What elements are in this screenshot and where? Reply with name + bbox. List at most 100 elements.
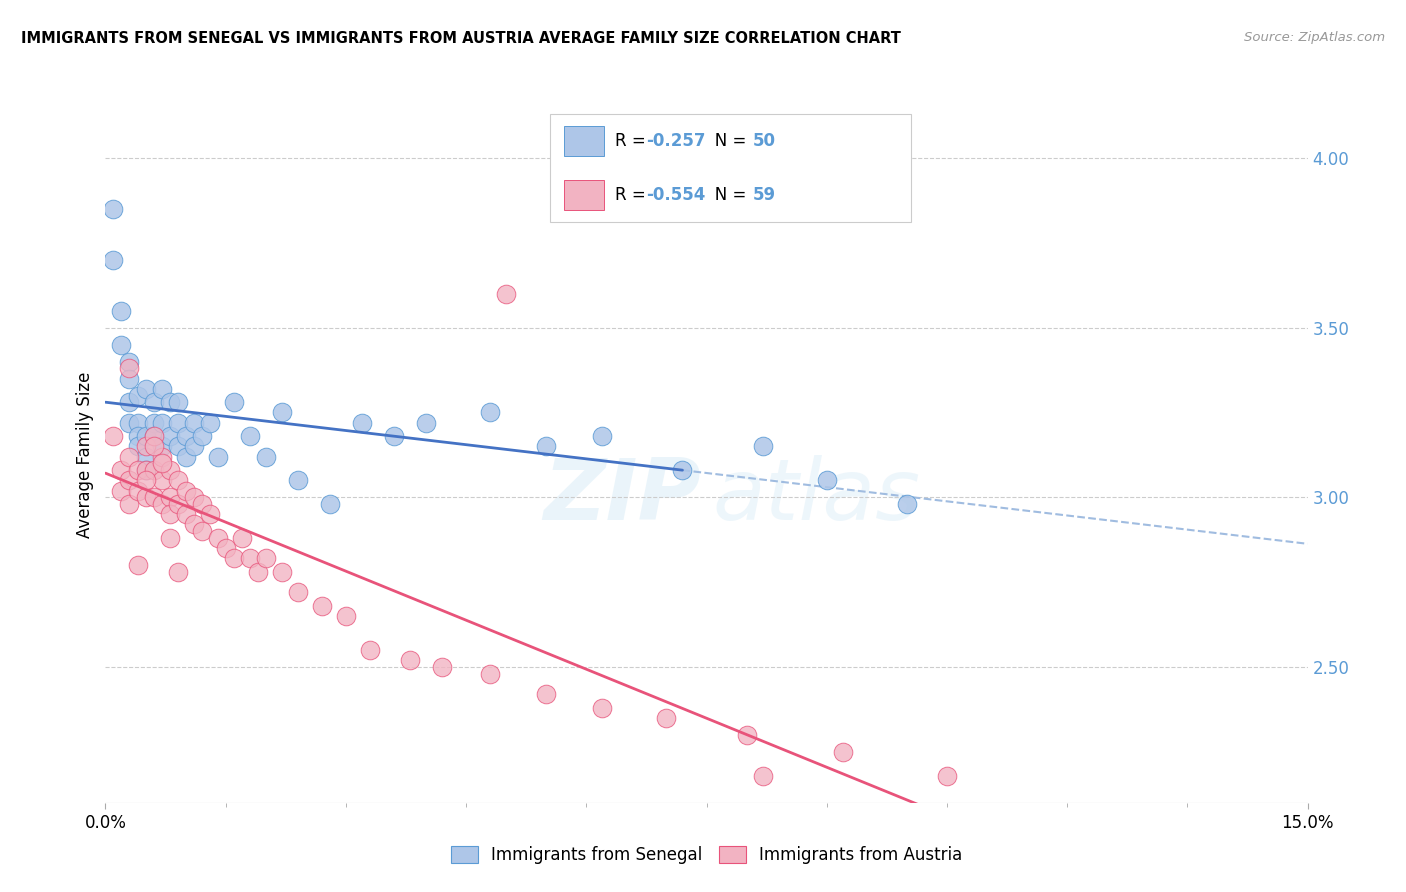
Point (166, 497, 188, 511)
Point (135, 491, 157, 505)
Point (118, 497, 141, 511)
Point (231, 531, 253, 545)
Point (479, 666, 502, 681)
Point (254, 551, 277, 566)
Text: IMMIGRANTS FROM SENEGAL VS IMMIGRANTS FROM AUSTRIA AVERAGE FAMILY SIZE CORRELATI: IMMIGRANTS FROM SENEGAL VS IMMIGRANTS FR… (21, 31, 901, 46)
Point (150, 416, 173, 430)
Point (166, 439, 188, 453)
Point (239, 551, 262, 566)
Point (831, 745, 853, 759)
Point (534, 439, 557, 453)
Point (166, 474, 188, 488)
Point (142, 491, 165, 505)
Point (103, 429, 125, 443)
Text: R =: R = (614, 186, 651, 204)
Text: N =: N = (699, 186, 752, 204)
Point (287, 585, 309, 599)
Point (166, 565, 188, 579)
Point (190, 524, 212, 539)
Point (159, 395, 181, 409)
Text: 50: 50 (752, 132, 776, 150)
Text: ZIP: ZIP (543, 455, 700, 538)
Point (311, 599, 333, 613)
Point (335, 609, 357, 624)
Point (118, 371, 141, 385)
Point (671, 463, 693, 477)
Point (270, 405, 292, 419)
Point (183, 439, 205, 453)
Point (159, 491, 181, 505)
Point (534, 687, 557, 701)
Point (150, 457, 173, 471)
Point (936, 769, 959, 783)
Point (110, 303, 132, 318)
Point (142, 439, 165, 453)
Text: R =: R = (614, 132, 651, 150)
Point (479, 405, 502, 419)
Point (270, 565, 292, 579)
Point (127, 463, 149, 477)
Point (382, 429, 405, 443)
Point (246, 565, 269, 579)
Point (142, 429, 165, 443)
Point (135, 382, 157, 396)
Point (110, 483, 132, 498)
Point (254, 450, 277, 464)
Point (142, 416, 165, 430)
Point (127, 558, 149, 573)
Point (399, 653, 422, 667)
Point (142, 395, 165, 409)
Point (118, 361, 141, 376)
Point (127, 439, 149, 453)
Point (735, 728, 758, 742)
Point (127, 483, 149, 498)
Text: atlas: atlas (713, 455, 921, 538)
Point (135, 439, 157, 453)
Point (142, 463, 165, 477)
Point (159, 463, 181, 477)
Point (751, 439, 773, 453)
Point (159, 508, 181, 522)
Text: N =: N = (699, 132, 752, 150)
Point (207, 450, 229, 464)
Text: -0.554: -0.554 (645, 186, 706, 204)
Point (415, 416, 437, 430)
Text: 59: 59 (752, 186, 776, 204)
Point (591, 429, 613, 443)
Point (166, 416, 188, 430)
Point (159, 429, 181, 443)
Point (135, 463, 157, 477)
Point (110, 337, 132, 351)
Point (591, 700, 613, 714)
Point (174, 429, 197, 443)
Point (222, 551, 245, 566)
Point (655, 711, 678, 725)
Point (174, 450, 197, 464)
Point (135, 474, 157, 488)
Point (198, 416, 221, 430)
Point (135, 463, 157, 477)
Point (239, 429, 262, 443)
Text: Source: ZipAtlas.com: Source: ZipAtlas.com (1244, 31, 1385, 45)
Point (127, 388, 149, 402)
Point (183, 416, 205, 430)
Point (287, 474, 309, 488)
Point (214, 541, 236, 556)
Point (350, 416, 373, 430)
Point (118, 474, 141, 488)
Point (751, 769, 773, 783)
Point (150, 497, 173, 511)
Point (495, 286, 517, 301)
Point (190, 429, 212, 443)
Point (359, 643, 381, 657)
Point (118, 395, 141, 409)
Point (135, 450, 157, 464)
Point (207, 531, 229, 545)
Point (183, 491, 205, 505)
Point (430, 660, 453, 674)
Point (142, 429, 165, 443)
Point (896, 497, 918, 511)
Point (183, 517, 205, 532)
Point (198, 508, 221, 522)
Point (174, 508, 197, 522)
